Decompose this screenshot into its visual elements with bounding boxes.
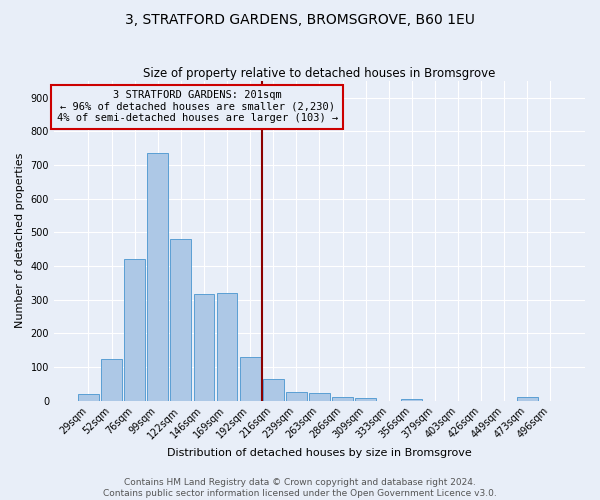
Bar xyxy=(194,294,214,401)
Bar xyxy=(401,399,422,401)
Text: Contains HM Land Registry data © Crown copyright and database right 2024.
Contai: Contains HM Land Registry data © Crown c… xyxy=(103,478,497,498)
Bar xyxy=(148,153,168,401)
Bar xyxy=(78,394,99,401)
Bar xyxy=(517,398,538,401)
Bar xyxy=(355,398,376,401)
Text: 3 STRATFORD GARDENS: 201sqm
← 96% of detached houses are smaller (2,230)
4% of s: 3 STRATFORD GARDENS: 201sqm ← 96% of det… xyxy=(56,90,338,124)
Bar xyxy=(263,379,284,401)
Bar xyxy=(332,398,353,401)
X-axis label: Distribution of detached houses by size in Bromsgrove: Distribution of detached houses by size … xyxy=(167,448,472,458)
Bar xyxy=(286,392,307,401)
Text: 3, STRATFORD GARDENS, BROMSGROVE, B60 1EU: 3, STRATFORD GARDENS, BROMSGROVE, B60 1E… xyxy=(125,12,475,26)
Y-axis label: Number of detached properties: Number of detached properties xyxy=(15,153,25,328)
Title: Size of property relative to detached houses in Bromsgrove: Size of property relative to detached ho… xyxy=(143,66,496,80)
Bar xyxy=(309,394,330,401)
Bar xyxy=(124,260,145,401)
Bar xyxy=(240,357,260,401)
Bar xyxy=(170,239,191,401)
Bar xyxy=(217,293,238,401)
Bar xyxy=(101,358,122,401)
